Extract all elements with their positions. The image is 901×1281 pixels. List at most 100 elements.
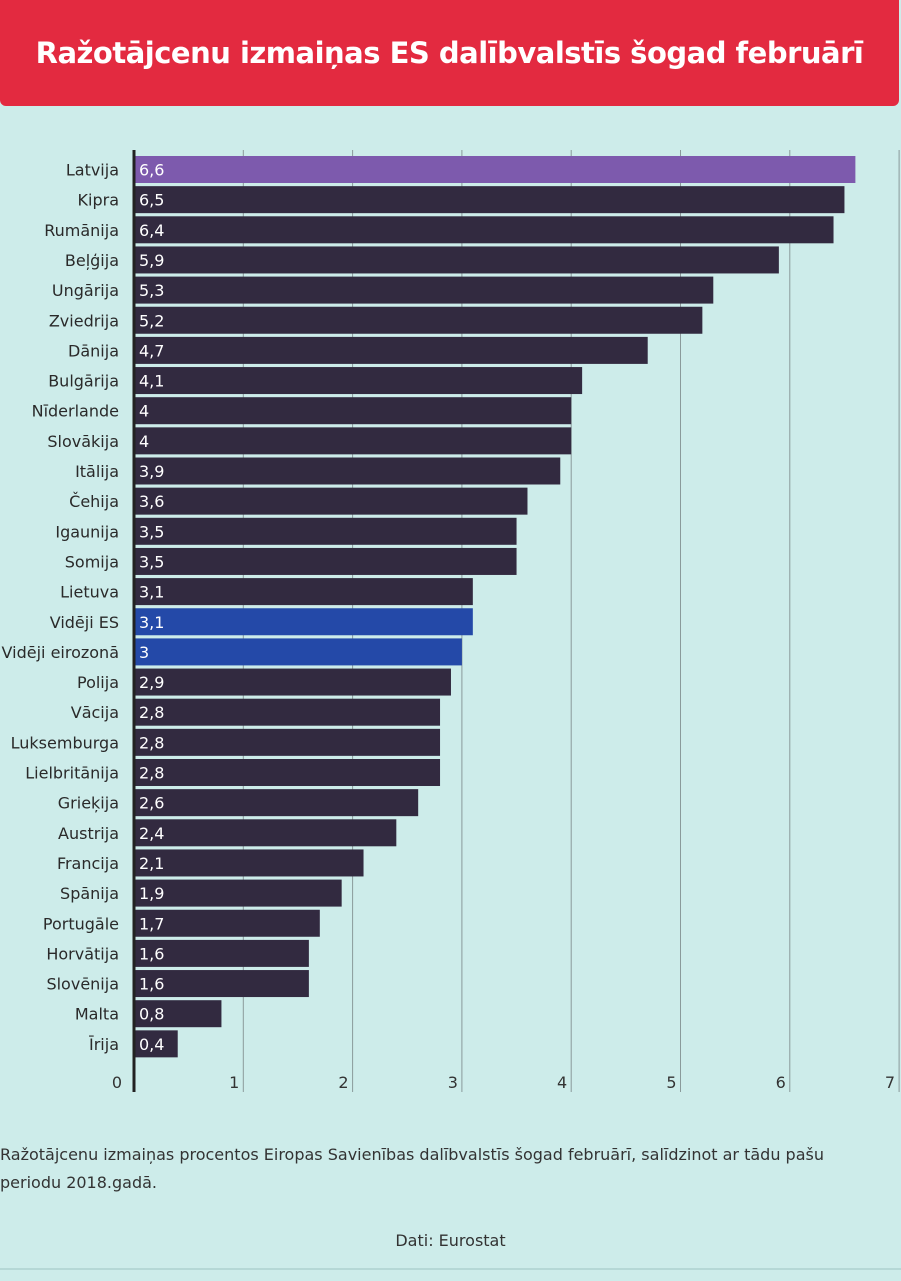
category-label: Igaunija xyxy=(55,522,119,541)
bar xyxy=(134,367,583,395)
value-label: 4,7 xyxy=(139,341,164,360)
value-label: 6,4 xyxy=(139,221,164,240)
bar xyxy=(134,578,473,606)
category-label: Dānija xyxy=(68,341,119,360)
value-label: 3,1 xyxy=(139,583,164,602)
category-label: Francija xyxy=(57,854,119,873)
category-label: Polija xyxy=(77,673,119,692)
bar xyxy=(134,336,648,364)
category-label: Slovākija xyxy=(47,432,119,451)
bar xyxy=(134,970,309,998)
category-label: Lietuva xyxy=(60,583,119,602)
value-label: 2,9 xyxy=(139,673,164,692)
category-label: Vidēji ES xyxy=(50,613,119,632)
value-label: 3,5 xyxy=(139,522,164,541)
category-label: Vācija xyxy=(71,703,119,722)
bar xyxy=(134,246,779,274)
category-label: Vidēji eirozonā xyxy=(2,643,119,662)
chart-title: Ražotājcenu izmaiņas ES dalībvalstīs šog… xyxy=(35,36,864,70)
category-label: Īrija xyxy=(89,1035,119,1054)
value-label: 5,9 xyxy=(139,251,164,270)
bar xyxy=(134,668,451,696)
value-label: 6,5 xyxy=(139,191,164,210)
bar xyxy=(134,789,419,817)
bar xyxy=(134,397,572,425)
value-label: 3,6 xyxy=(139,492,164,511)
category-label: Nīderlande xyxy=(32,402,119,421)
x-tick-label: 1 xyxy=(229,1073,239,1092)
category-label: Bulgārija xyxy=(48,372,119,391)
value-label: 0,4 xyxy=(139,1035,164,1054)
bar xyxy=(134,608,473,636)
bar xyxy=(134,638,462,666)
value-label: 1,7 xyxy=(139,914,164,933)
category-label: Malta xyxy=(75,1005,119,1024)
bar-chart: 6,6 Latvija 6,5 Kipra 6,4 Rumānija 5,9 Beļģija 5… xyxy=(2,150,900,1092)
bar xyxy=(134,939,309,967)
x-tick-label: 4 xyxy=(557,1073,567,1092)
category-label: Kipra xyxy=(78,191,119,210)
category-label: Beļģija xyxy=(65,251,119,270)
bar xyxy=(134,276,714,304)
value-label: 2,8 xyxy=(139,764,164,783)
chart-header: Ražotājcenu izmaiņas ES dalībvalstīs šog… xyxy=(0,0,899,106)
bar xyxy=(134,698,441,726)
category-label: Austrija xyxy=(58,824,119,843)
x-tick-label: 7 xyxy=(885,1073,895,1092)
value-label: 1,6 xyxy=(139,944,164,963)
value-label: 3,1 xyxy=(139,613,164,632)
bar xyxy=(134,156,856,183)
bar xyxy=(134,819,397,847)
category-label: Luksemburga xyxy=(11,733,119,752)
x-tick-label: 5 xyxy=(666,1073,676,1092)
bar xyxy=(134,547,517,575)
bar xyxy=(134,457,561,485)
value-label: 4,1 xyxy=(139,372,164,391)
bottom-divider xyxy=(0,1268,901,1270)
bar xyxy=(134,879,342,907)
value-label: 2,8 xyxy=(139,733,164,752)
value-label: 2,4 xyxy=(139,824,164,843)
value-label: 2,6 xyxy=(139,794,164,813)
bar xyxy=(134,759,441,786)
value-label: 2,1 xyxy=(139,854,164,873)
chart-source: Dati: Eurostat xyxy=(395,1231,506,1250)
category-label: Zviedrija xyxy=(49,311,119,330)
x-tick-label: 3 xyxy=(448,1073,458,1092)
value-label: 3,9 xyxy=(139,462,164,481)
category-label: Latvija xyxy=(66,161,119,180)
value-label: 3 xyxy=(139,643,149,662)
category-label: Itālija xyxy=(75,462,119,481)
value-label: 3,5 xyxy=(139,552,164,571)
value-label: 0,8 xyxy=(139,1005,164,1024)
bar xyxy=(134,1000,222,1028)
category-label: Rumānija xyxy=(44,221,119,240)
x-tick-label: 6 xyxy=(776,1073,786,1092)
category-label: Somija xyxy=(65,552,119,571)
value-label: 6,6 xyxy=(139,161,164,180)
value-label: 1,6 xyxy=(139,975,164,994)
bar xyxy=(134,427,572,455)
bar xyxy=(134,216,834,244)
chart-note: Ražotājcenu izmaiņas procentos Eiropas S… xyxy=(0,1145,824,1192)
category-label: Spānija xyxy=(60,884,119,903)
x-tick-label: 0 xyxy=(112,1073,122,1092)
bar xyxy=(134,728,441,756)
value-label: 4 xyxy=(139,402,149,421)
category-label: Grieķija xyxy=(58,794,119,813)
bar xyxy=(134,186,845,214)
value-label: 2,8 xyxy=(139,703,164,722)
value-label: 1,9 xyxy=(139,884,164,903)
bar xyxy=(134,849,364,877)
bar xyxy=(134,306,703,334)
value-label: 4 xyxy=(139,432,149,451)
category-label: Portugāle xyxy=(43,914,119,933)
bar xyxy=(134,517,517,545)
value-label: 5,2 xyxy=(139,311,164,330)
bar xyxy=(134,909,320,937)
category-label: Lielbritānija xyxy=(25,764,119,783)
category-label: Čehija xyxy=(69,492,119,511)
bar xyxy=(134,1030,178,1058)
category-label: Slovēnija xyxy=(46,975,119,994)
bar xyxy=(134,487,528,515)
